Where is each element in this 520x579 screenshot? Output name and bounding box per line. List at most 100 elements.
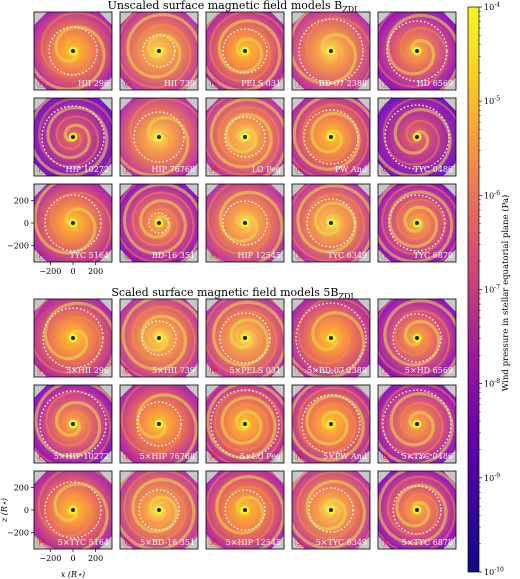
spiral-arm xyxy=(206,190,284,262)
spiral-arm xyxy=(40,12,112,81)
x-tick-label: 0 xyxy=(70,267,75,276)
outside-corner xyxy=(206,450,219,463)
spiral-arm xyxy=(209,12,284,90)
panel-heatmap xyxy=(378,184,456,262)
panel-heatmap xyxy=(378,471,456,549)
outside-corner xyxy=(34,385,47,398)
panel-badge: Ⓞ xyxy=(381,165,390,176)
outside-corner xyxy=(185,471,198,484)
planet-orbit xyxy=(219,312,271,364)
panel: Ⓛ 5×HIP 76768 xyxy=(119,384,199,464)
star-marker xyxy=(329,221,333,225)
panel-frame xyxy=(377,97,457,177)
spiral-arm xyxy=(292,471,367,549)
star-marker xyxy=(415,508,419,512)
panel: Ⓠ BD-16 351 xyxy=(119,183,199,263)
outside-corner xyxy=(271,536,284,549)
spiral-arm xyxy=(378,471,456,546)
outside-corner xyxy=(185,385,198,398)
star-marker xyxy=(71,221,75,225)
colorbar-tick-label: 10-10 xyxy=(484,567,504,578)
spiral-arm xyxy=(49,192,112,262)
star-marker xyxy=(157,135,161,139)
panel-badge: Ⓝ xyxy=(295,165,304,176)
panel-frame xyxy=(205,384,285,464)
panel-badge: Ⓕ xyxy=(37,366,46,377)
spiral-arm xyxy=(206,471,284,545)
planet-orbit xyxy=(306,198,356,248)
outside-corner xyxy=(99,12,112,25)
spiral-arm xyxy=(296,184,370,262)
spiral-arm xyxy=(206,184,284,255)
planet-orbit xyxy=(39,390,107,458)
panel-frame xyxy=(33,384,113,464)
planet-orbit xyxy=(295,302,367,374)
colorbar-tick-label: 10-6 xyxy=(484,190,500,201)
panel: Ⓣ TYC 6878 xyxy=(377,183,457,263)
spiral-arm xyxy=(126,12,198,90)
panel: Ⓢ 5×TYC 6349 xyxy=(291,470,371,550)
star-marker xyxy=(243,336,247,340)
spiral-arm xyxy=(378,475,456,549)
planet-orbit xyxy=(48,26,98,76)
colorbar-tick-label: 10-9 xyxy=(484,472,500,483)
star-marker xyxy=(157,508,161,512)
planet-orbit xyxy=(392,485,442,535)
panel-star-name: HIP 76768 xyxy=(151,165,195,174)
outside-corner xyxy=(357,163,370,176)
spiral-arm xyxy=(292,385,370,462)
outside-corner xyxy=(120,385,133,398)
spiral-arm xyxy=(34,482,109,549)
panel-heatmap xyxy=(120,471,198,549)
panel-heatmap xyxy=(34,385,112,463)
panel-frame xyxy=(205,298,285,378)
outside-corner xyxy=(271,299,284,312)
outside-corner xyxy=(443,77,456,90)
panel-badge: Ⓠ xyxy=(123,538,132,549)
panel-frame xyxy=(377,470,457,550)
panel-heatmap xyxy=(378,12,456,90)
outside-corner xyxy=(120,184,133,197)
panel-frame xyxy=(377,11,457,91)
panel-frame xyxy=(291,97,371,177)
panel-heatmap xyxy=(120,184,198,262)
outside-corner xyxy=(378,184,391,197)
outside-corner xyxy=(206,77,219,90)
spiral-arm xyxy=(206,98,284,176)
planet-orbit xyxy=(224,489,266,531)
panel: Ⓝ PW And xyxy=(291,97,371,177)
outside-corner xyxy=(443,385,456,398)
outside-corner xyxy=(120,77,133,90)
outside-corner xyxy=(271,12,284,25)
outside-corner xyxy=(99,98,112,111)
outside-corner xyxy=(271,249,284,262)
outside-corner xyxy=(378,98,391,111)
panel-star-name: HII 296 xyxy=(78,79,109,88)
panel-heatmap xyxy=(120,385,198,463)
panel-frame xyxy=(291,298,371,378)
panel-heatmap xyxy=(292,299,370,377)
panel-frame xyxy=(33,97,113,177)
outside-corner xyxy=(357,471,370,484)
outside-corner xyxy=(357,299,370,312)
planet-orbit xyxy=(224,116,266,158)
spiral-arm xyxy=(206,385,284,463)
outside-corner xyxy=(443,98,456,111)
outside-corner xyxy=(357,184,370,197)
outside-corner xyxy=(378,77,391,90)
star-marker xyxy=(415,221,419,225)
spiral-arm xyxy=(378,98,452,176)
outside-corner xyxy=(271,450,284,463)
outside-corner xyxy=(292,12,305,25)
panel-badge: Ⓚ xyxy=(37,452,46,463)
outside-corner xyxy=(357,364,370,377)
panel-star-name: 5×HIP 10272 xyxy=(54,452,109,461)
outside-corner xyxy=(443,450,456,463)
outside-corner xyxy=(34,450,47,463)
spiral-arm xyxy=(382,98,456,176)
panel: Ⓟ 5×TYC 5164 xyxy=(33,470,113,550)
panel-heatmap xyxy=(206,385,284,463)
panel-badge: Ⓣ xyxy=(381,538,390,549)
outside-corner xyxy=(34,184,47,197)
outside-corner xyxy=(271,77,284,90)
